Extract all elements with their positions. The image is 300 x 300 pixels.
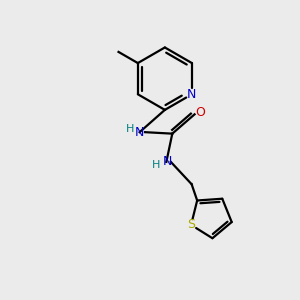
- Text: O: O: [196, 106, 206, 119]
- Text: S: S: [187, 218, 195, 231]
- Text: N: N: [163, 155, 172, 168]
- Text: H: H: [152, 160, 160, 170]
- Text: H: H: [126, 124, 134, 134]
- Text: N: N: [135, 126, 144, 139]
- Text: N: N: [187, 88, 196, 101]
